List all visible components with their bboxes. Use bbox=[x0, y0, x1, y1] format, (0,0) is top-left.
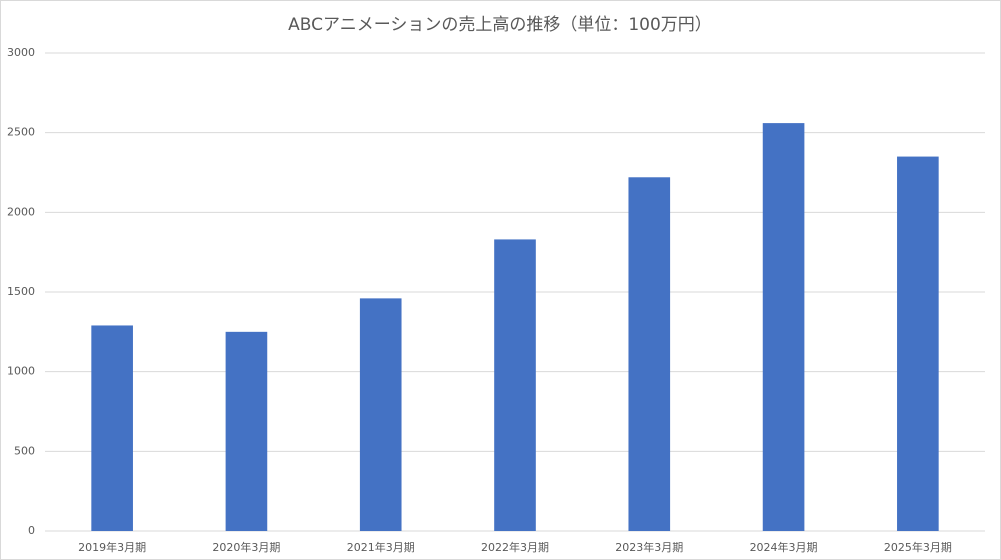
x-tick-label: 2020年3月期 bbox=[212, 540, 280, 554]
y-tick-label: 2000 bbox=[7, 205, 35, 218]
bar bbox=[494, 239, 536, 532]
x-tick-label: 2023年3月期 bbox=[615, 540, 683, 554]
y-tick-label: 1000 bbox=[7, 365, 35, 378]
chart-title: ABCアニメーションの売上高の推移（単位：100万円） bbox=[288, 15, 712, 35]
x-tick-label: 2021年3月期 bbox=[347, 540, 415, 554]
y-tick-label: 500 bbox=[14, 444, 35, 457]
bar bbox=[628, 177, 671, 531]
x-tick-label: 2022年3月期 bbox=[481, 540, 549, 554]
bar bbox=[897, 156, 939, 532]
y-tick-label: 2500 bbox=[7, 126, 35, 139]
bar bbox=[762, 123, 805, 532]
y-tick-label: 3000 bbox=[7, 46, 35, 59]
x-tick-label: 2025年3月期 bbox=[884, 540, 952, 554]
bar bbox=[225, 331, 268, 531]
y-tick-label: 1500 bbox=[7, 285, 35, 298]
bar bbox=[91, 325, 133, 531]
bar bbox=[359, 298, 402, 531]
x-tick-label: 2019年3月期 bbox=[78, 540, 146, 554]
x-tick-label: 2024年3月期 bbox=[750, 540, 818, 554]
y-tick-label: 0 bbox=[28, 524, 35, 537]
